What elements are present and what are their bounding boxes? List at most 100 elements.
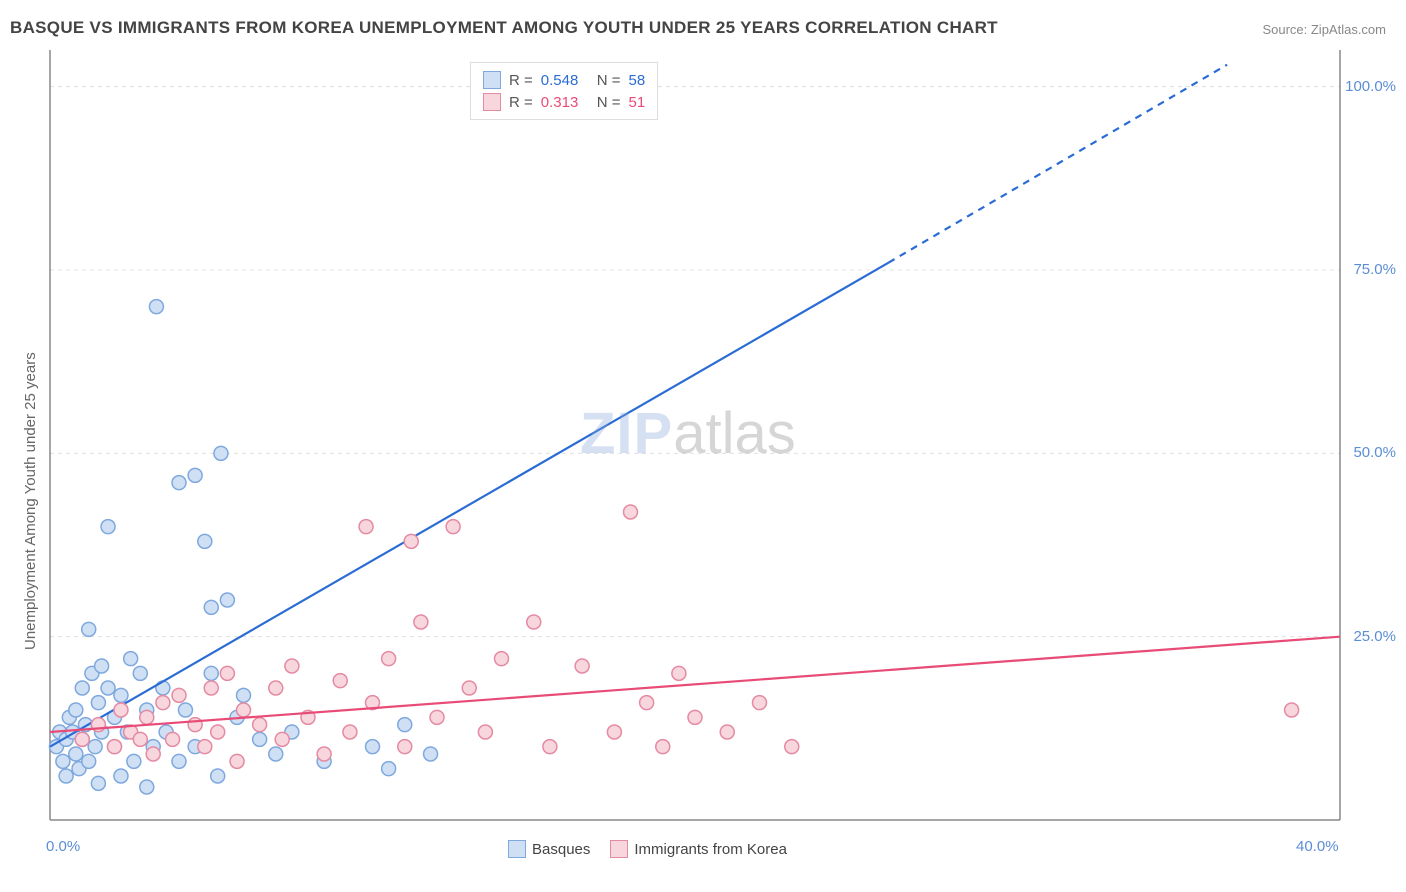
scatter-point [75,732,89,746]
scatter-point [214,446,228,460]
scatter-point [285,659,299,673]
scatter-point [333,674,347,688]
scatter-point [56,754,70,768]
scatter-point [753,696,767,710]
scatter-point [430,710,444,724]
scatter-point [204,666,218,680]
legend-swatch-korea [610,840,628,858]
x-tick-label: 40.0% [1296,838,1339,855]
scatter-point [640,696,654,710]
scatter-point [672,666,686,680]
scatter-point [178,703,192,717]
stats-n-label: N = [597,94,621,111]
scatter-point [220,666,234,680]
scatter-point [404,534,418,548]
scatter-point [204,681,218,695]
scatter-point [1285,703,1299,717]
scatter-point [172,476,186,490]
scatter-point [398,740,412,754]
bottom-legend: Basques Immigrants from Korea [508,840,787,858]
stats-row-korea: R = 0.313 N = 51 [483,91,645,113]
scatter-point [124,652,138,666]
legend-item-korea: Immigrants from Korea [610,840,787,858]
stats-n-value-basques: 58 [629,72,646,89]
scatter-point [140,780,154,794]
scatter-point [275,732,289,746]
scatter-point [211,769,225,783]
scatter-point [478,725,492,739]
scatter-point [398,718,412,732]
scatter-point [230,754,244,768]
scatter-point [269,747,283,761]
scatter-point [91,776,105,790]
scatter-point [59,769,73,783]
scatter-point [269,681,283,695]
stats-r-label: R = [509,72,533,89]
scatter-point [414,615,428,629]
scatter-point [785,740,799,754]
y-tick-label: 75.0% [1336,261,1396,278]
stats-row-basques: R = 0.548 N = 58 [483,69,645,91]
stats-n-value-korea: 51 [629,94,646,111]
scatter-point [149,300,163,314]
scatter-point [88,740,102,754]
scatter-point [688,710,702,724]
scatter-point [237,688,251,702]
scatter-point [220,593,234,607]
stats-r-value-basques: 0.548 [541,72,589,89]
scatter-point [166,732,180,746]
y-tick-label: 25.0% [1336,628,1396,645]
scatter-point [720,725,734,739]
scatter-point [95,659,109,673]
swatch-basques [483,71,501,89]
scatter-point [204,600,218,614]
trend-line [50,263,889,747]
scatter-point [446,520,460,534]
scatter-point [624,505,638,519]
scatter-point [198,534,212,548]
scatter-point [82,754,96,768]
scatter-point [91,696,105,710]
stats-r-label: R = [509,94,533,111]
scatter-point [108,740,122,754]
scatter-point [188,468,202,482]
chart-container: BASQUE VS IMMIGRANTS FROM KOREA UNEMPLOY… [0,0,1406,892]
scatter-point [172,688,186,702]
scatter-point [140,710,154,724]
scatter-point [114,703,128,717]
scatter-point [237,703,251,717]
scatter-point [575,659,589,673]
scatter-point [656,740,670,754]
y-tick-label: 50.0% [1336,444,1396,461]
scatter-point [211,725,225,739]
scatter-point [114,688,128,702]
scatter-point [188,718,202,732]
scatter-point [146,747,160,761]
legend-item-basques: Basques [508,840,590,858]
scatter-point [69,703,83,717]
scatter-point [382,652,396,666]
scatter-point [198,740,212,754]
scatter-point [133,666,147,680]
legend-swatch-basques [508,840,526,858]
scatter-point [172,754,186,768]
scatter-point [527,615,541,629]
stats-r-value-korea: 0.313 [541,94,589,111]
scatter-point [424,747,438,761]
scatter-point [133,732,147,746]
scatter-point [156,696,170,710]
scatter-point [114,769,128,783]
correlation-stats-box: R = 0.548 N = 58 R = 0.313 N = 51 [470,62,658,120]
scatter-point [101,681,115,695]
scatter-point [127,754,141,768]
scatter-point [317,747,331,761]
swatch-korea [483,93,501,111]
scatter-point [359,520,373,534]
scatter-point [382,762,396,776]
scatter-point [101,520,115,534]
scatter-point [253,718,267,732]
scatter-point [75,681,89,695]
scatter-point [366,740,380,754]
scatter-point [82,622,96,636]
scatter-plot [0,0,1406,892]
